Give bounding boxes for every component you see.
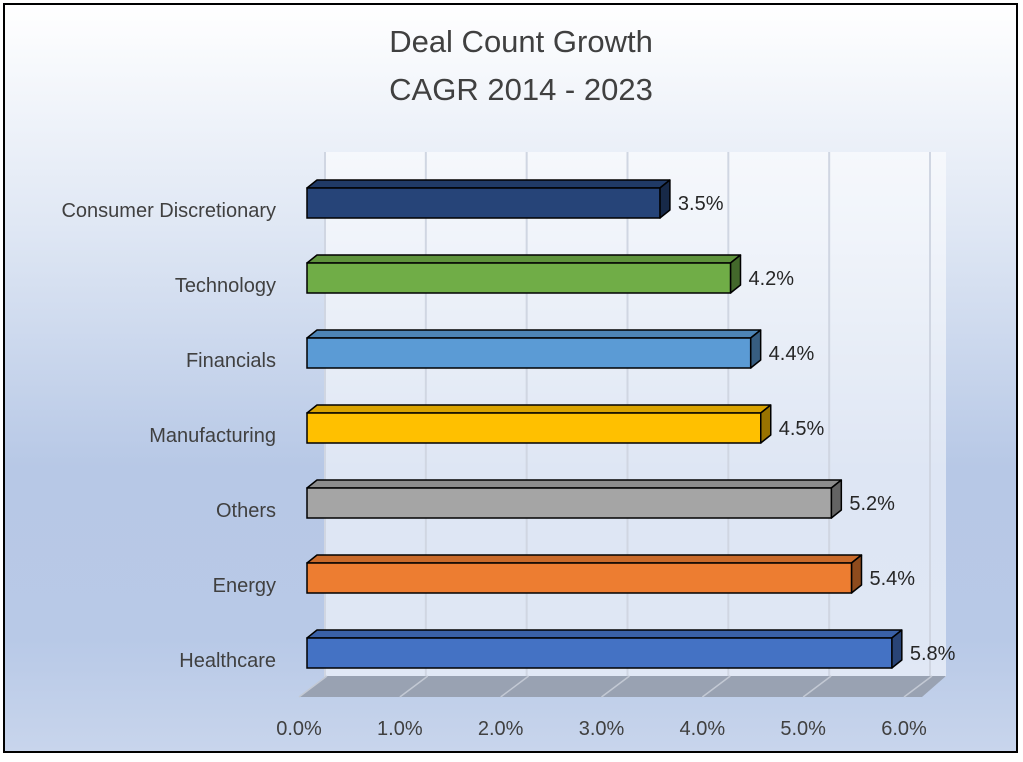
floor-gridline [399,675,429,698]
data-label: 4.5% [779,418,825,440]
bar-5 [306,479,843,519]
bar-top-face [306,179,671,189]
chart-floor [299,676,946,697]
category-label: Consumer Discretionary [61,200,276,222]
chart-title-line-1: Deal Count Growth [389,24,653,59]
bar-front-face [306,412,762,444]
floor-gridline [701,675,731,698]
floor-gridline [903,675,933,698]
category-label: Energy [213,575,276,597]
bar-top-face [306,629,903,639]
data-label: 5.8% [910,643,956,665]
category-label: Financials [186,350,276,372]
floor-gridline [298,675,328,698]
data-label: 4.4% [769,343,815,365]
bar-front-face [306,562,853,594]
bar-2 [306,254,742,294]
category-label: Others [216,500,276,522]
bar-top-face [306,554,863,564]
bar-7 [306,629,903,669]
x-tick-label: 6.0% [881,718,927,740]
floor-gridline [500,675,530,698]
floor-gridline [601,675,630,698]
bar-front-face [306,187,661,219]
chart-title-line-2: CAGR 2014 - 2023 [389,72,653,107]
bar-top-face [306,479,843,489]
bar-1 [306,179,671,219]
bar-front-face [306,337,752,369]
data-label: 4.2% [749,268,795,290]
bar-top-face [306,329,762,339]
plot-area: Consumer Discretionary 3.5% Technology 4.2%… [61,152,956,740]
x-tick-label: 4.0% [680,718,726,740]
category-label: Manufacturing [149,425,276,447]
bar-3 [306,329,762,369]
x-tick-label: 1.0% [377,718,423,740]
data-label: 5.4% [870,568,916,590]
x-tick-label: 3.0% [579,718,625,740]
bar-front-face [306,487,833,519]
x-tick-label: 5.0% [780,718,826,740]
bar-6 [306,554,863,594]
category-label: Healthcare [179,650,276,672]
bar-front-face [306,637,893,669]
data-label: 3.5% [678,193,724,215]
data-label: 5.2% [849,493,895,515]
bar-top-face [306,254,742,264]
floor-gridline [802,675,832,698]
bar-top-face [306,404,772,414]
bar-front-face [306,262,732,294]
x-tick-label: 2.0% [478,718,524,740]
bar-4 [306,404,772,444]
category-label: Technology [175,275,276,297]
x-tick-label: 0.0% [276,718,322,740]
